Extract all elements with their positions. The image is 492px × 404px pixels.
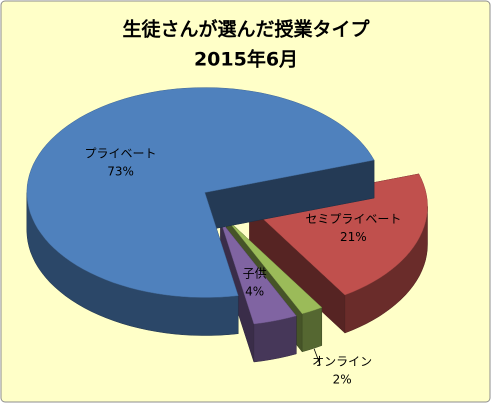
data-label-category: プライベート <box>85 147 157 161</box>
leader-line <box>313 348 321 366</box>
chart-subtitle: 2015年6月 <box>194 48 298 71</box>
data-label-value: 21% <box>340 230 367 244</box>
pie: セミプライベート 21% オンライン 2% 子供 4% プライベート 73% <box>26 87 428 386</box>
slice-wall <box>301 307 323 353</box>
chart-title: 生徒さんが選んだ授業タイプ <box>122 18 370 41</box>
data-label-category: オンライン <box>312 354 372 368</box>
slice-top <box>226 218 323 315</box>
slice <box>26 87 375 336</box>
data-label-category: セミプライベート <box>305 212 401 226</box>
data-label-value: 73% <box>107 165 134 179</box>
data-label-category: 子供 <box>243 266 267 280</box>
data-label-value: 2% <box>333 372 352 386</box>
data-label-value: 4% <box>245 284 264 298</box>
slice <box>220 220 297 363</box>
slice-top <box>220 220 297 325</box>
slice-top <box>26 87 375 298</box>
